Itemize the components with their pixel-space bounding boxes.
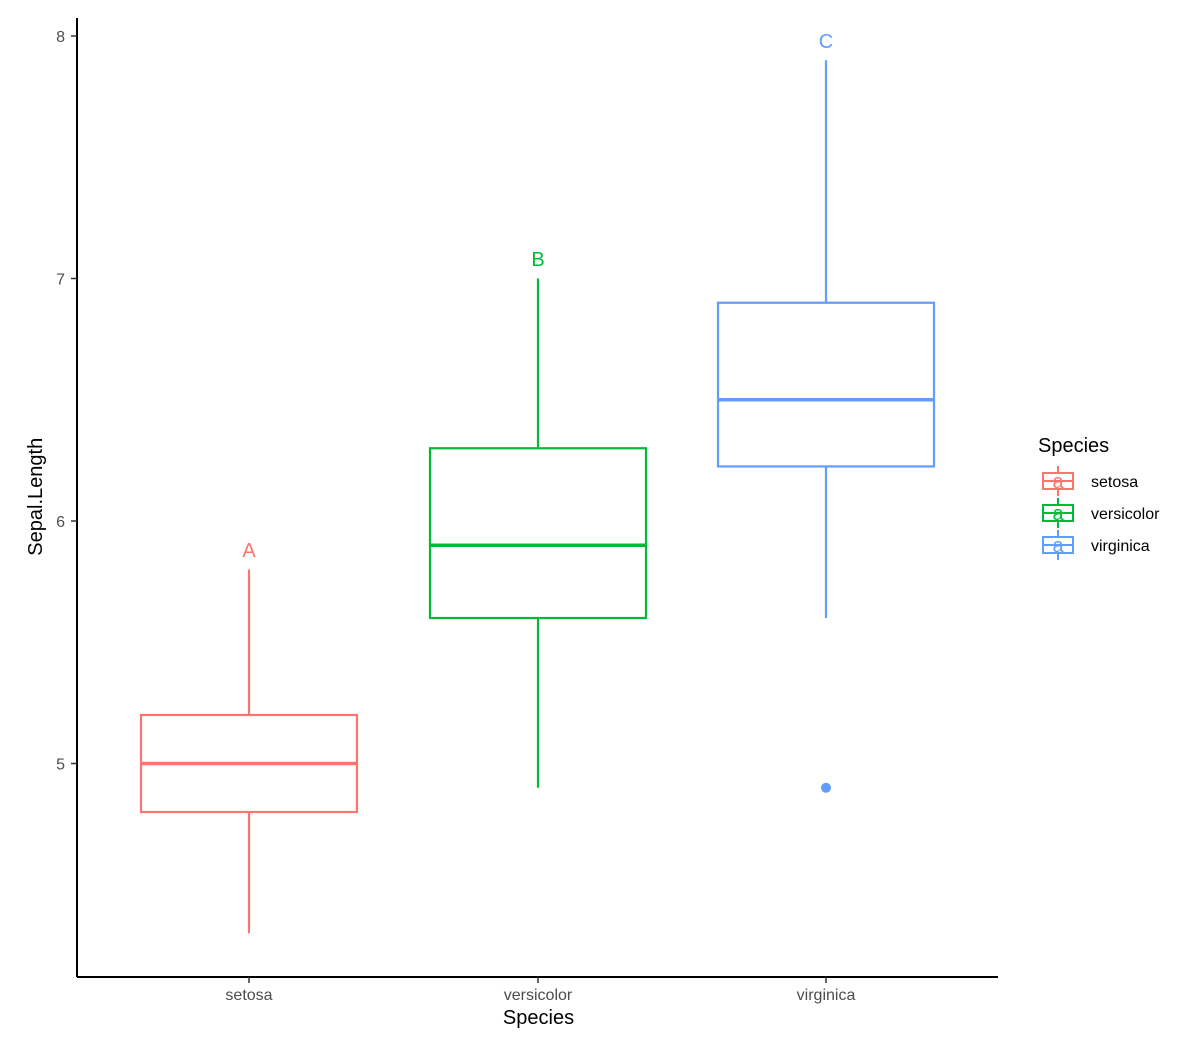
legend-key-glyph: a xyxy=(1052,471,1064,493)
y-tick-label: 8 xyxy=(56,29,65,46)
box-iqr xyxy=(716,301,936,468)
boxplot-versicolor: B xyxy=(428,249,648,788)
group-letter: B xyxy=(531,249,544,271)
legend-item-virginica: a virginica xyxy=(1042,530,1150,560)
outlier-point xyxy=(821,782,831,793)
x-tick-label: setosa xyxy=(225,987,272,1004)
group-letter: A xyxy=(242,540,256,562)
x-tick-label: versicolor xyxy=(504,987,573,1004)
y-tick-label: 6 xyxy=(56,514,65,531)
legend-key: a xyxy=(1042,498,1074,528)
y-tick-label: 5 xyxy=(56,757,65,774)
y-tick-label: 7 xyxy=(56,272,65,289)
legend-label: setosa xyxy=(1091,474,1138,491)
box-iqr xyxy=(428,447,648,620)
legend-key: a xyxy=(1042,466,1074,496)
x-tick-label: virginica xyxy=(797,987,856,1004)
boxplot-virginica: C xyxy=(716,31,936,793)
legend-label: versicolor xyxy=(1091,506,1160,523)
x-axis-title: Species xyxy=(503,1007,574,1029)
legend-key-glyph: a xyxy=(1052,535,1064,557)
plot-panel: A B C xyxy=(139,31,936,934)
legend-items: a setosa a versicolor a virginica xyxy=(1042,466,1160,560)
legend-item-setosa: a setosa xyxy=(1042,466,1138,496)
x-axis-ticks: setosa versicolor virginica xyxy=(225,977,855,1004)
y-axis-ticks: 5 6 7 8 xyxy=(56,29,77,774)
legend-key-glyph: a xyxy=(1052,503,1064,525)
legend: Species a setosa a versicolor a virginica xyxy=(1038,435,1160,560)
group-letter: C xyxy=(819,31,833,53)
legend-title: Species xyxy=(1038,435,1109,457)
legend-label: virginica xyxy=(1091,538,1150,555)
boxplot-setosa: A xyxy=(139,540,359,934)
y-axis-title: Sepal.Length xyxy=(25,438,47,556)
legend-item-versicolor: a versicolor xyxy=(1042,498,1160,528)
legend-key: a xyxy=(1042,530,1074,560)
